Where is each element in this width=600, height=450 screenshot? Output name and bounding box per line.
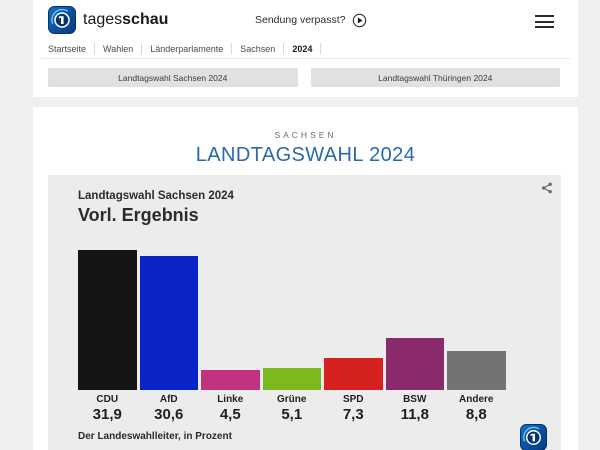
bar-value-spd: 7,3 <box>342 406 364 423</box>
breadcrumb-sachsen[interactable]: Sachsen <box>240 43 276 54</box>
breadcrumb-2024[interactable]: 2024 <box>292 43 313 54</box>
brand-home-link[interactable]: tagesschau <box>48 6 168 34</box>
bar-area <box>385 250 444 390</box>
bar-label-grne: Grüne <box>277 394 307 405</box>
bar-value-bsw: 11,8 <box>400 406 429 423</box>
breadcrumb-separator <box>94 43 96 54</box>
bar-grne <box>262 367 321 390</box>
site-header: tagesschau Sendung verpasst? Startseite … <box>33 0 578 97</box>
bar-afd <box>139 255 198 390</box>
bar-value-cdu: 31,9 <box>92 406 122 423</box>
sendung-verpasst-label: Sendung verpasst? <box>255 14 346 26</box>
brand-wordmark-normal: tages <box>83 11 123 28</box>
bar-area <box>262 250 321 390</box>
breadcrumb-separator <box>141 43 143 54</box>
bar-column-andere: Andere 8,8 <box>447 250 506 423</box>
breadcrumb: Startseite Wahlen Länderparlamente Sachs… <box>48 40 563 57</box>
share-icon[interactable] <box>540 181 554 195</box>
bar-value-linke: 4,5 <box>219 406 241 423</box>
bar-column-afd: AfD 30,6 <box>139 250 198 423</box>
chart-subtitle: Vorl. Ergebnis <box>78 205 199 225</box>
bar-area <box>201 250 260 390</box>
bar-column-spd: SPD 7,3 <box>324 250 383 423</box>
menu-icon[interactable] <box>535 15 554 28</box>
bar-label-linke: Linke <box>217 394 244 405</box>
chart-title: Landtagswahl Sachsen 2024 <box>78 190 234 202</box>
bar-spd <box>324 358 383 390</box>
bar-label-bsw: BSW <box>403 394 427 405</box>
brand-wordmark: tagesschau <box>83 11 168 29</box>
bar-bsw <box>385 338 444 390</box>
bar-area <box>78 250 137 390</box>
bar-column-grne: Grüne 5,1 <box>262 250 321 423</box>
results-chart-card: Landtagswahl Sachsen 2024 Vorl. Ergebnis… <box>48 175 561 450</box>
main-content: SACHSEN LANDTAGSWAHL 2024 Landtagswahl S… <box>33 107 578 450</box>
bar-cdu <box>78 250 137 390</box>
bar-label-spd: SPD <box>342 394 364 405</box>
election-tabs: Landtagswahl Sachsen 2024 Landtagswahl T… <box>48 68 560 87</box>
tagesschau-logo-icon <box>520 424 547 450</box>
bar-value-grne: 5,1 <box>281 406 303 423</box>
bar-column-linke: Linke 4,5 <box>201 250 260 423</box>
bar-area <box>324 250 383 390</box>
bar-value-andere: 8,8 <box>465 406 487 423</box>
sendung-verpasst-link[interactable]: Sendung verpasst? <box>255 0 367 40</box>
play-icon[interactable] <box>352 13 367 28</box>
breadcrumb-separator <box>231 43 233 54</box>
bar-area <box>447 250 506 390</box>
bar-chart: CDU 31,9 AfD 30,6 Linke 4,5 Grüne 5,1 SPD 7,3 BSW 1… <box>78 250 506 423</box>
bar-label-cdu: CDU <box>96 394 119 405</box>
breadcrumb-wahlen[interactable]: Wahlen <box>103 43 134 54</box>
bar-column-cdu: CDU 31,9 <box>78 250 137 423</box>
bar-area <box>139 250 198 390</box>
header-divider <box>41 58 570 59</box>
tab-landtagswahl-sachsen[interactable]: Landtagswahl Sachsen 2024 <box>48 68 298 87</box>
breadcrumb-separator <box>283 43 285 54</box>
bar-linke <box>201 370 260 390</box>
chart-source: Der Landeswahlleiter, in Prozent <box>78 431 232 442</box>
breadcrumb-separator <box>320 43 322 54</box>
tagesschau-logo-icon[interactable] <box>48 6 76 34</box>
bar-label-afd: AfD <box>159 394 178 405</box>
breadcrumb-startseite[interactable]: Startseite <box>48 43 87 54</box>
bar-label-andere: Andere <box>459 394 494 405</box>
breadcrumb-laenderparlamente[interactable]: Länderparlamente <box>150 43 224 54</box>
bar-andere <box>447 351 506 390</box>
tab-landtagswahl-thueringen[interactable]: Landtagswahl Thüringen 2024 <box>310 68 560 87</box>
region-kicker: SACHSEN <box>274 130 337 140</box>
top-bar: tagesschau Sendung verpasst? <box>33 0 578 40</box>
brand-wordmark-bold: schau <box>122 11 169 28</box>
bar-value-afd: 30,6 <box>154 406 184 423</box>
bar-column-bsw: BSW 11,8 <box>385 250 444 423</box>
page-title: LANDTAGSWAHL 2024 <box>195 144 416 166</box>
